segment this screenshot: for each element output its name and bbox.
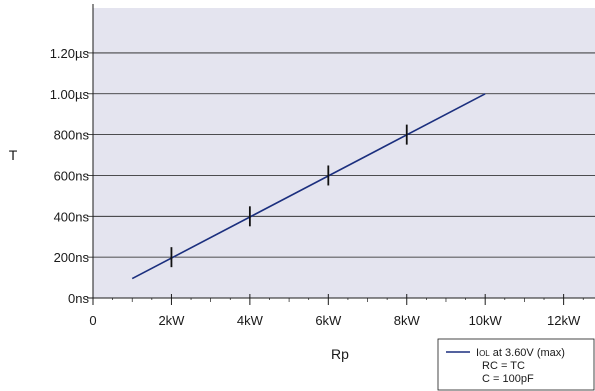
y-axis-title: T — [9, 147, 18, 163]
y-tick-label: 800ns — [54, 128, 90, 143]
series-line — [131, 93, 486, 280]
legend: IOL at 3.60V (max) RC = TC C = 100pF — [437, 338, 595, 391]
y-tick-label: 0ns — [68, 291, 89, 306]
plot-area — [93, 8, 595, 298]
legend-note-c: C = 100pF — [482, 373, 534, 385]
x-tick-label: 6kW — [315, 313, 342, 328]
x-tick-label: 12kW — [547, 313, 581, 328]
legend-note-rc: RC = TC — [482, 360, 525, 372]
x-axis-title: Rp — [331, 346, 349, 362]
x-tick-label: 8kW — [394, 313, 421, 328]
series — [131, 93, 486, 280]
y-tick-label: 400ns — [54, 209, 90, 224]
x-tick-label: 10kW — [469, 313, 503, 328]
legend-box — [437, 338, 595, 391]
gridlines — [93, 52, 595, 258]
y-tick-label: 1.00µs — [50, 87, 90, 102]
legend-entry-rest: at 3.60V (max) — [490, 347, 565, 359]
y-axis-ticks: 0ns 200ns 400ns 600ns 800ns 1.00µs 1.20µs — [50, 46, 93, 306]
x-tick-label: 2kW — [158, 313, 185, 328]
legend-entry-sub: OL — [479, 349, 490, 358]
x-tick-label: 0 — [89, 313, 96, 328]
x-tick-label: 4kW — [237, 313, 264, 328]
legend-entry-series: IOL at 3.60V (max) — [476, 347, 565, 359]
y-tick-label: 1.20µs — [50, 46, 90, 61]
y-tick-label: 200ns — [54, 250, 90, 265]
y-tick-label: 600ns — [54, 168, 90, 183]
x-axis-ticks: 0 2kW 4kW 6kW 8kW 10kW 12kW — [89, 294, 584, 328]
legend-entry-main: I — [476, 347, 479, 359]
